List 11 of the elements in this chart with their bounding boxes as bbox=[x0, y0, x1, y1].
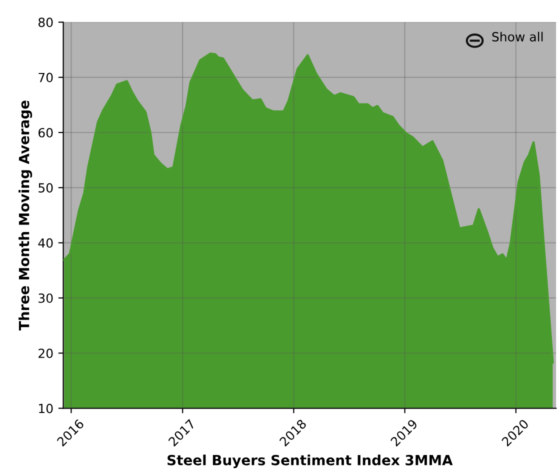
y-tick-label: 10 bbox=[39, 404, 53, 414]
x-axis-title: Steel Buyers Sentiment Index 3MMA bbox=[168, 454, 453, 468]
y-tick-label: 20 bbox=[38, 348, 53, 358]
y-tick-label: 70 bbox=[38, 72, 53, 82]
y-tick-label: 50 bbox=[38, 183, 53, 193]
y-tick-label: 30 bbox=[38, 293, 53, 303]
y-tick-label: 80 bbox=[38, 18, 53, 28]
annotation: Show all bbox=[492, 32, 543, 42]
y-tick-label: 60 bbox=[38, 128, 53, 138]
y-axis-title: Three Month Moving Average bbox=[18, 100, 32, 330]
y-tick-label: 40 bbox=[38, 238, 53, 248]
